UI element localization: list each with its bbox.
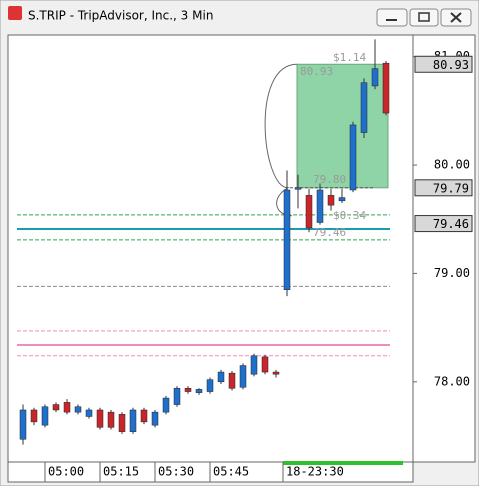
window-title: S.TRIP - TripAdvisor, Inc., 3 Min [28,9,213,23]
window-buttons [376,8,472,27]
x-tick-label: 18-23:30 [286,465,344,479]
price-label-box [414,179,473,197]
candle-body [349,124,357,191]
annotation: $1.14 [333,51,366,64]
price-label: 79.79 [433,181,469,195]
candle-body [195,389,203,393]
candle-body [41,406,49,426]
maximize-button[interactable] [409,8,439,27]
candle-body [239,365,247,388]
candle-body [173,388,181,405]
trade-bracket [264,63,298,217]
y-tick-label: 79.00 [434,266,470,280]
candle-body [118,414,126,432]
candle-body [63,402,71,413]
y-axis-area [412,34,476,463]
candle-body [360,82,368,133]
x-tick-label: 05:15 [103,465,139,479]
annotation: 79.46 [313,226,346,239]
x-tick-label: 05:30 [158,465,194,479]
price-label-box [414,55,473,73]
candle-body [305,195,313,229]
y-tick-label: 78.00 [434,374,470,388]
x-tick-label: 05:00 [48,465,84,479]
annotation: $0.34 [333,209,366,222]
candle-body [129,409,137,432]
candle-body [52,404,60,411]
candle-body [107,411,115,428]
candle-body [294,187,302,190]
annotation: 80.93 [300,65,333,78]
candle-body [217,371,225,383]
candle-body [162,397,170,413]
candle-body [283,189,291,290]
app-icon [8,6,22,20]
close-icon [450,12,462,23]
candle-body [316,189,324,223]
candle-body [327,195,335,206]
candle-body [272,371,280,375]
candle-body [74,406,82,413]
candle-body [228,372,236,389]
candle-body [96,409,104,428]
price-label: 80.93 [433,58,469,72]
candle-body [19,409,27,440]
session-bar [283,461,403,465]
candle-body [382,62,390,114]
candle-body [85,409,93,417]
candle-body [151,411,159,426]
candle-body [184,388,192,392]
candle-body [261,356,269,373]
candle-body [250,355,258,375]
minimize-button[interactable] [376,8,408,27]
price-label: 79.46 [433,217,469,231]
candle-body [206,379,214,392]
x-tick-label: 05:45 [213,465,249,479]
candle-body [30,409,38,423]
candle-body [338,197,346,202]
candle-body [140,409,148,423]
candle-body [371,68,379,87]
annotation: 79.80 [313,173,346,186]
y-tick-label: 80.00 [434,158,470,172]
maximize-icon [418,12,430,22]
price-label-box [414,215,473,233]
